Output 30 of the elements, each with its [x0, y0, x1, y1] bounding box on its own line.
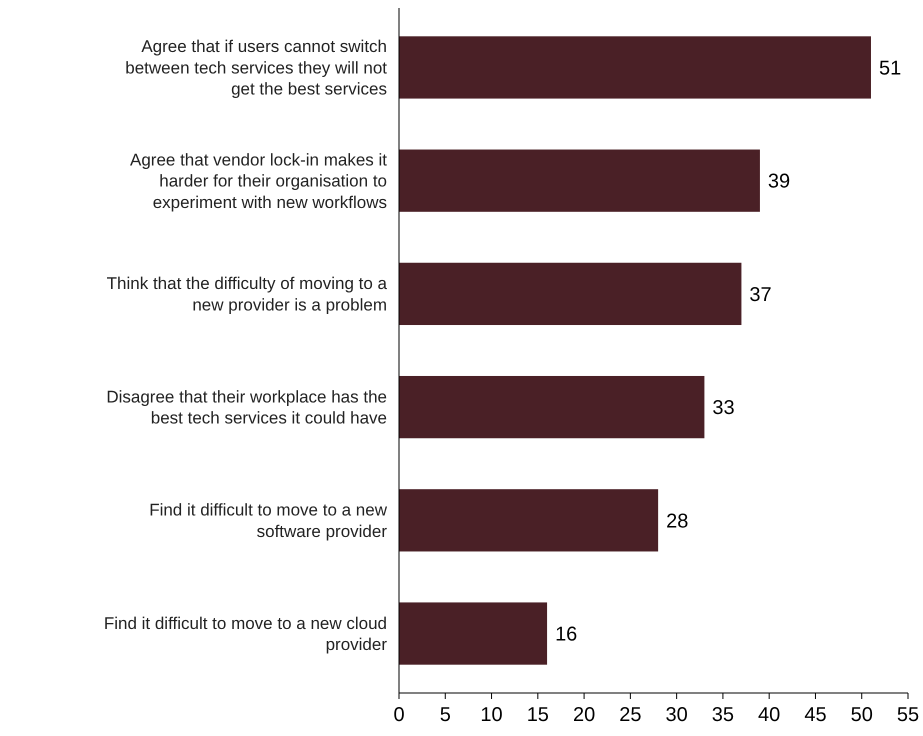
bar — [399, 489, 658, 552]
bar — [399, 376, 704, 438]
bar — [399, 262, 742, 326]
y-tick-label: Agree that if users cannot switch between tech services they will not get the best services — [125, 37, 388, 99]
y-tick-label: Agree that vendor lock-in makes it harder for their organisation to experiment with new workflows — [130, 150, 388, 212]
y-tick-label: Find it difficult to move to a new cloud provider — [104, 614, 388, 654]
x-tick-label: 30 — [666, 704, 688, 726]
x-tick-label: 5 — [440, 704, 451, 726]
data-label: 37 — [749, 284, 772, 306]
x-tick-label: 0 — [393, 704, 405, 726]
y-tick-label: Think that the difficulty of moving to a new provider is a problem — [106, 274, 388, 314]
x-tick-label: 10 — [480, 704, 503, 726]
y-tick-label: Find it difficult to move to a new software provider — [149, 500, 388, 541]
x-tick-label: 45 — [804, 704, 827, 726]
x-tick-label: 25 — [619, 704, 642, 726]
x-tick-label: 40 — [758, 704, 780, 726]
data-label: 39 — [768, 170, 790, 193]
data-label: 33 — [712, 397, 735, 420]
bar — [399, 150, 760, 212]
bar — [399, 36, 871, 99]
x-tick-label: 15 — [526, 704, 549, 726]
x-tick-label: 35 — [712, 704, 734, 726]
x-tick-label: 50 — [850, 704, 873, 726]
data-label: 16 — [555, 624, 578, 646]
y-tick-label: Disagree that their workplace has the best tech services it could have — [106, 387, 387, 428]
data-label: 28 — [666, 510, 688, 532]
data-label: 51 — [878, 57, 902, 80]
x-tick-label: 20 — [572, 704, 596, 726]
x-tick-label: 55 — [896, 704, 920, 726]
bar — [399, 602, 548, 665]
